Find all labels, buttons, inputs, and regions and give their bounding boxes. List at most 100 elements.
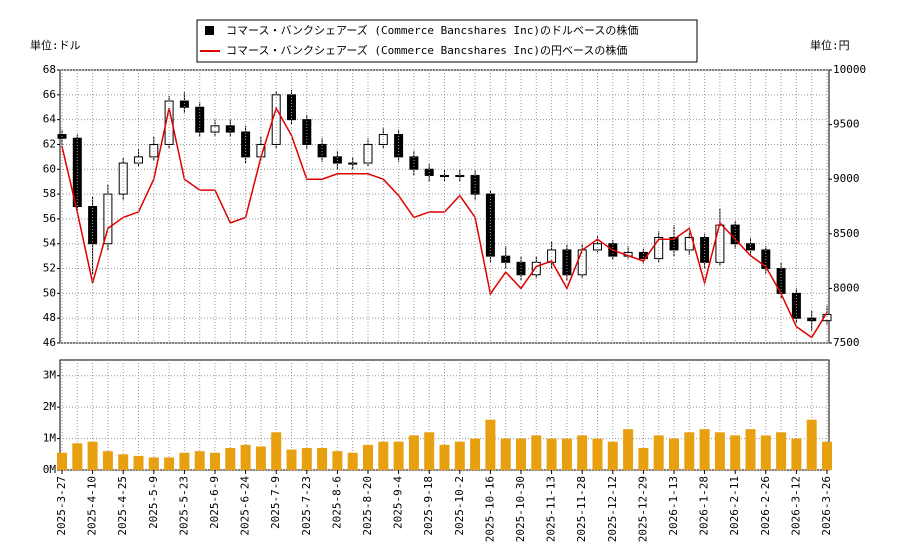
volume-bar — [684, 432, 695, 470]
y-tick-label: 68 — [43, 63, 56, 76]
candle-body — [195, 106, 205, 133]
volume-bar — [408, 435, 419, 470]
volume-bar — [516, 438, 526, 470]
y-tick-label: 1M — [43, 432, 57, 445]
volume-bar — [439, 444, 450, 470]
volume-bar — [699, 429, 710, 470]
candle-body — [179, 100, 189, 108]
x-tick-label: 2025-9-4 — [392, 476, 405, 529]
volume-bar — [623, 429, 634, 470]
volume-bar — [317, 448, 328, 470]
x-tick-label: 2025-12-29 — [636, 476, 649, 542]
candle-body — [791, 292, 801, 319]
volume-bar — [240, 444, 251, 470]
volume-bar — [57, 452, 67, 470]
volume-bar — [500, 438, 511, 470]
volume-bar — [791, 438, 802, 470]
candle-body — [317, 143, 327, 158]
x-tick-label: 2025-4-25 — [116, 476, 129, 536]
volume-bar — [745, 429, 756, 470]
y-tick-label: 58 — [43, 187, 56, 200]
y-tick-label: 64 — [43, 113, 57, 126]
x-tick-label: 2025-5-23 — [177, 476, 190, 536]
volume-bar — [607, 441, 618, 470]
y-tick-label: 46 — [43, 336, 56, 349]
volume-bar — [806, 419, 817, 470]
y-tick-label: 56 — [43, 212, 56, 225]
candle-body — [164, 100, 174, 145]
y-tick-label: 50 — [43, 286, 56, 299]
candle-body — [225, 125, 235, 133]
volume-bar — [638, 448, 649, 470]
candle-body — [654, 237, 664, 260]
candle-body — [485, 193, 495, 257]
volume-bar — [378, 441, 389, 470]
volume-bar — [347, 452, 358, 470]
x-tick-label: 2025-9-18 — [422, 476, 435, 536]
x-tick-label: 2026-3-12 — [789, 476, 802, 536]
y-tick-label: 66 — [43, 88, 56, 101]
x-tick-label: 2026-1-28 — [698, 476, 711, 536]
volume-bar — [255, 446, 266, 470]
volume-bar — [561, 438, 572, 470]
x-tick-label: 2025-11-28 — [575, 476, 588, 542]
y-tick-label: 3M — [43, 369, 57, 382]
volume-bar — [133, 455, 144, 470]
legend-swatch — [205, 26, 214, 35]
candle-body — [302, 119, 312, 145]
candle-body — [730, 224, 740, 245]
x-tick-label: 2025-7-9 — [269, 476, 282, 529]
volume-bar — [164, 457, 175, 470]
volume-bar — [577, 435, 588, 470]
candle-body — [746, 243, 755, 251]
candle-body — [669, 237, 679, 251]
volume-bar — [592, 438, 603, 470]
y2-tick-label: 9000 — [833, 172, 860, 185]
volume-bar — [194, 451, 205, 470]
volume-bar — [776, 432, 787, 470]
y-tick-label: 54 — [43, 237, 57, 250]
volume-bar — [393, 441, 404, 470]
x-tick-label: 2025-10-16 — [483, 476, 496, 542]
candle-body — [241, 131, 251, 158]
volume-bar — [87, 441, 98, 470]
x-tick-label: 2025-8-6 — [330, 476, 343, 529]
volume-bar — [470, 438, 481, 470]
y2-tick-label: 8000 — [833, 281, 860, 294]
volume-bar — [730, 435, 741, 470]
candle-body — [210, 125, 220, 133]
volume-bar — [822, 441, 832, 470]
x-tick-label: 2025-4-10 — [86, 476, 99, 536]
x-tick-label: 2025-11-13 — [545, 476, 558, 542]
y-tick-label: 0M — [43, 463, 57, 476]
volume-bar — [271, 432, 282, 470]
x-tick-label: 2025-6-24 — [239, 476, 252, 536]
y2-unit-label: 単位:円 — [810, 38, 850, 52]
x-tick-label: 2026-2-26 — [759, 476, 772, 536]
volume-bar — [546, 438, 557, 470]
price-frame — [59, 69, 830, 344]
volume-bar — [332, 451, 343, 470]
volume-bar — [653, 435, 664, 470]
volume-bar — [179, 452, 190, 470]
y2-tick-label: 8500 — [833, 227, 860, 240]
volume-bar — [210, 452, 220, 470]
y-tick-label: 48 — [43, 311, 56, 324]
volume-bar — [485, 419, 496, 470]
volume-bar — [118, 454, 129, 470]
volume-bar — [301, 448, 312, 470]
candle-body — [149, 143, 159, 158]
volume-bar — [454, 441, 465, 470]
volume-bar — [424, 432, 435, 470]
volume-bar — [363, 444, 373, 470]
volume-bar — [714, 432, 725, 470]
x-tick-label: 2025-6-9 — [208, 476, 221, 529]
legend-box — [196, 19, 698, 63]
y2-tick-label: 10000 — [833, 63, 866, 76]
x-tick-label: 2025-12-12 — [606, 476, 619, 542]
volume-bar — [72, 443, 83, 470]
legend-label: コマース・バンクシェアーズ (Commerce Bancshares Inc)の… — [226, 43, 627, 57]
volume-bar — [531, 435, 542, 470]
x-tick-label: 2025-5-9 — [147, 476, 160, 529]
